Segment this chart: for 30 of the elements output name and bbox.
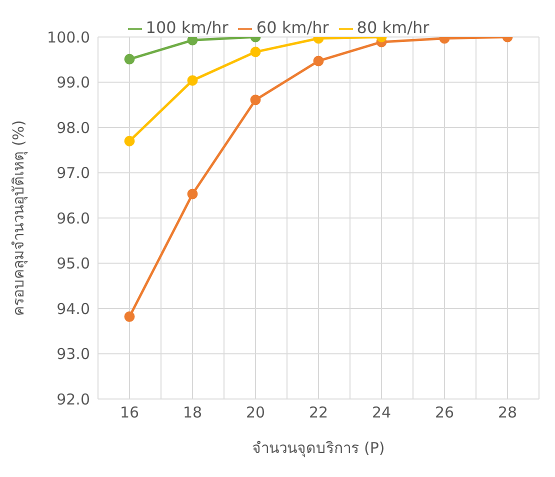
point [187, 37, 198, 46]
x-tick-label: 16 [120, 404, 140, 422]
x-tick-label: 28 [498, 404, 518, 422]
point [250, 94, 261, 106]
point [187, 188, 198, 200]
y-tick-label: 97.0 [56, 164, 90, 182]
x-tick-label: 24 [372, 404, 392, 422]
y-tick-label: 93.0 [56, 345, 90, 364]
point [124, 311, 135, 322]
x-axis-title: จำนวนจุดบริการ (P) [252, 439, 385, 458]
x-tick-label: 22 [308, 404, 328, 422]
point [124, 136, 135, 146]
x-tick-label: 26 [434, 404, 454, 422]
y-tick-label: 94.0 [56, 300, 90, 318]
y-tick-label: 95.0 [56, 254, 90, 273]
y-axis-title: ครอบคลุมจำนวนอุบัติเหตุ (%) [9, 120, 28, 316]
y-tick-label: 99.0 [56, 74, 90, 92]
legend-label: 60 km/hr [256, 18, 329, 37]
point [124, 54, 135, 64]
x-tick-label: 20 [246, 404, 266, 422]
y-tick-label: 100.0 [47, 28, 90, 46]
y-tick-label: 98.0 [56, 118, 90, 137]
point [250, 46, 261, 58]
point [313, 56, 324, 66]
legend-label: 100 km/hr [146, 18, 228, 37]
y-tick-label: 92.0 [56, 390, 90, 408]
point [187, 75, 198, 86]
y-tick-label: 96.0 [56, 209, 90, 228]
legend-label: 80 km/hr [356, 18, 430, 37]
x-tick-label: 18 [182, 404, 202, 422]
